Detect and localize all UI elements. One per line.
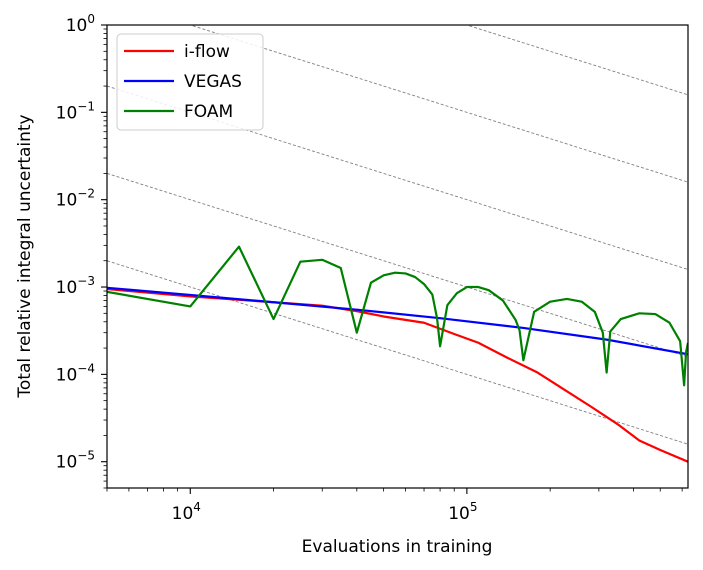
y-tick-label: 10−3 — [56, 274, 95, 298]
y-tick-base: 10 — [66, 16, 88, 36]
reference-line-2 — [465, 25, 688, 96]
y-tick-base: 10 — [56, 191, 78, 211]
y-axis-label: Total relative integral uncertainty — [15, 114, 35, 398]
x-axis-label: Evaluations in training — [302, 537, 493, 557]
y-tick-base: 10 — [56, 278, 78, 298]
y-tick-exponent: −5 — [77, 449, 95, 463]
y-tick-base: 10 — [56, 103, 78, 123]
x-tick-label: 104 — [172, 500, 201, 524]
y-tick-label: 10−5 — [56, 449, 95, 473]
reference-line-3 — [188, 25, 688, 183]
series-line-vegas — [107, 286, 688, 356]
y-tick-label: 10−2 — [56, 187, 95, 211]
reference-line-5 — [107, 172, 688, 358]
y-tick-label: 100 — [66, 12, 95, 36]
y-tick-base: 10 — [56, 365, 78, 385]
y-tick-exponent: 0 — [87, 12, 95, 26]
x-tick-label: 105 — [448, 500, 477, 524]
plot-frame — [106, 24, 689, 489]
y-tick-label: 10−1 — [56, 99, 95, 123]
legend-label-foam: FOAM — [184, 102, 233, 122]
y-tick-exponent: −3 — [77, 274, 95, 288]
y-tick-label: 10−4 — [56, 361, 95, 385]
x-tick-exponent: 4 — [193, 500, 201, 514]
y-tick-base: 10 — [56, 453, 78, 473]
legend-label-i-flow: i-flow — [184, 42, 230, 62]
y-tick-exponent: −2 — [77, 187, 95, 201]
series-group — [107, 245, 688, 463]
legend: i-flow VEGAS FOAM — [116, 33, 264, 131]
x-tick-exponent: 5 — [470, 500, 478, 514]
legend-label-vegas: VEGAS — [184, 72, 242, 92]
y-tick-exponent: −4 — [77, 361, 95, 375]
x-tick-base: 10 — [448, 504, 470, 524]
x-tick-base: 10 — [172, 504, 194, 524]
x-axis: 104 105 — [106, 488, 683, 524]
series-line-foam — [107, 245, 688, 387]
legend-frame — [116, 33, 264, 131]
y-tick-exponent: −1 — [77, 99, 95, 113]
